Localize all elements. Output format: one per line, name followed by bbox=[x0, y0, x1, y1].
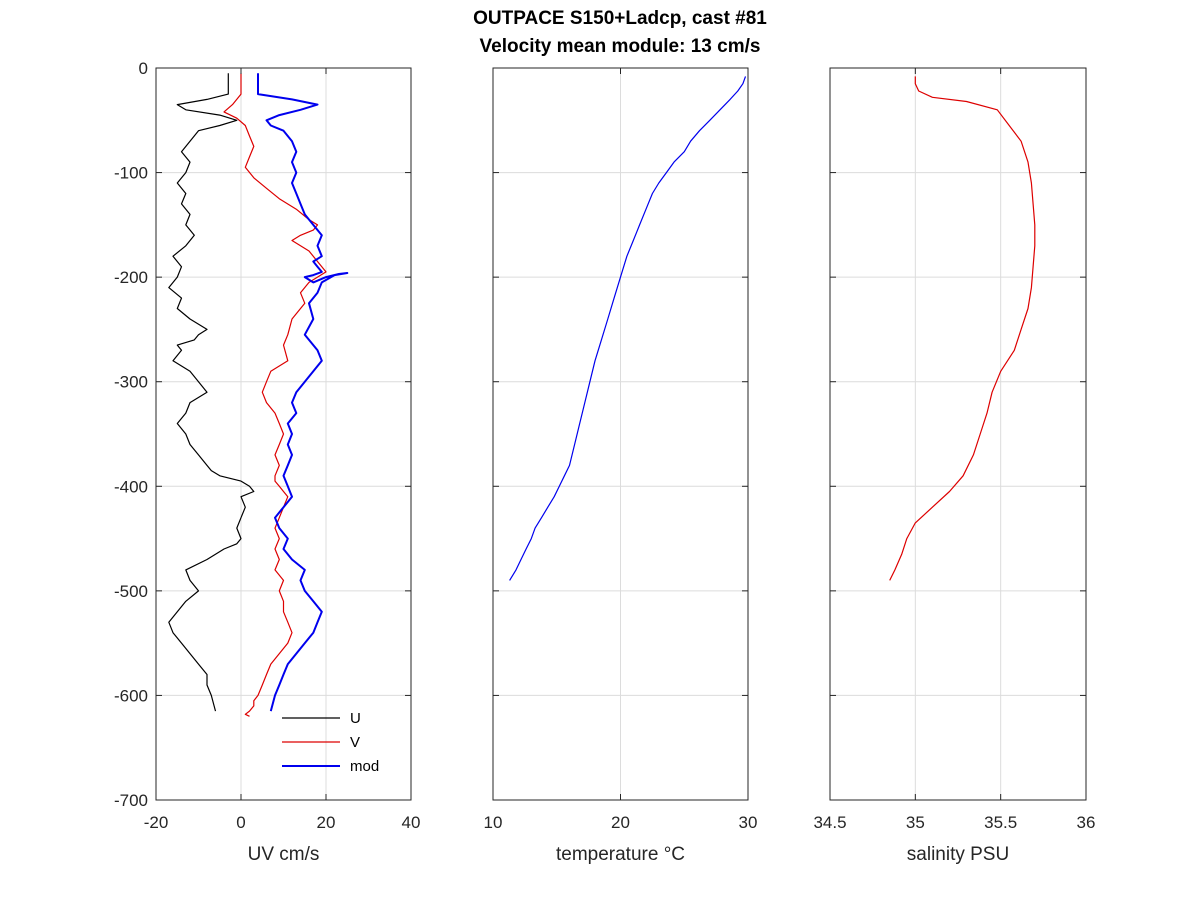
temperature-xtick-label: 30 bbox=[739, 813, 758, 832]
salinity-series-0-line bbox=[889, 76, 1036, 581]
uv-axes-box bbox=[155, 67, 412, 801]
uv-xtick-label: 0 bbox=[236, 813, 245, 832]
uv-ytick-label: -300 bbox=[114, 373, 148, 392]
uv-ytick-label: -400 bbox=[114, 477, 148, 496]
uv-ytick-label: -500 bbox=[114, 582, 148, 601]
salinity-xtick-label: 34.5 bbox=[813, 813, 846, 832]
uv-legend-label-v: V bbox=[350, 734, 360, 751]
salinity-xaxis-label: salinity PSU bbox=[907, 844, 1009, 865]
uv-ytick-label: 0 bbox=[139, 59, 148, 78]
chart-title-line1: OUTPACE S150+Ladcp, cast #81 bbox=[473, 8, 767, 29]
salinity-xtick-label: 36 bbox=[1077, 813, 1096, 832]
temperature-xaxis-label: temperature °C bbox=[556, 844, 685, 865]
uv-xtick-label: 40 bbox=[402, 813, 421, 832]
uv-series-v-line bbox=[223, 73, 327, 717]
uv-ytick-label: -100 bbox=[114, 164, 148, 183]
uv-xaxis-label: UV cm/s bbox=[248, 844, 320, 865]
uv-xtick-label: -20 bbox=[144, 813, 169, 832]
uv-xtick-label: 20 bbox=[317, 813, 336, 832]
uv-series-u-line bbox=[168, 73, 255, 712]
salinity-plot-area bbox=[830, 68, 1086, 800]
salinity-xtick-label: 35 bbox=[906, 813, 925, 832]
uv-ytick-label: -600 bbox=[114, 686, 148, 705]
uv-series-mod-line bbox=[257, 73, 349, 712]
salinity-xtick-label: 35.5 bbox=[984, 813, 1017, 832]
chart-title-line2: Velocity mean module: 13 cm/s bbox=[480, 36, 761, 57]
temperature-xtick-label: 20 bbox=[611, 813, 630, 832]
salinity-axes-box bbox=[829, 67, 1087, 801]
temperature-xtick-label: 10 bbox=[484, 813, 503, 832]
uv-legend-label-u: U bbox=[350, 710, 361, 727]
uv-ytick-label: -200 bbox=[114, 268, 148, 287]
uv-legend-label-mod: mod bbox=[350, 758, 379, 775]
temperature-series-0-line bbox=[509, 76, 747, 581]
uv-ytick-label: -700 bbox=[114, 791, 148, 810]
